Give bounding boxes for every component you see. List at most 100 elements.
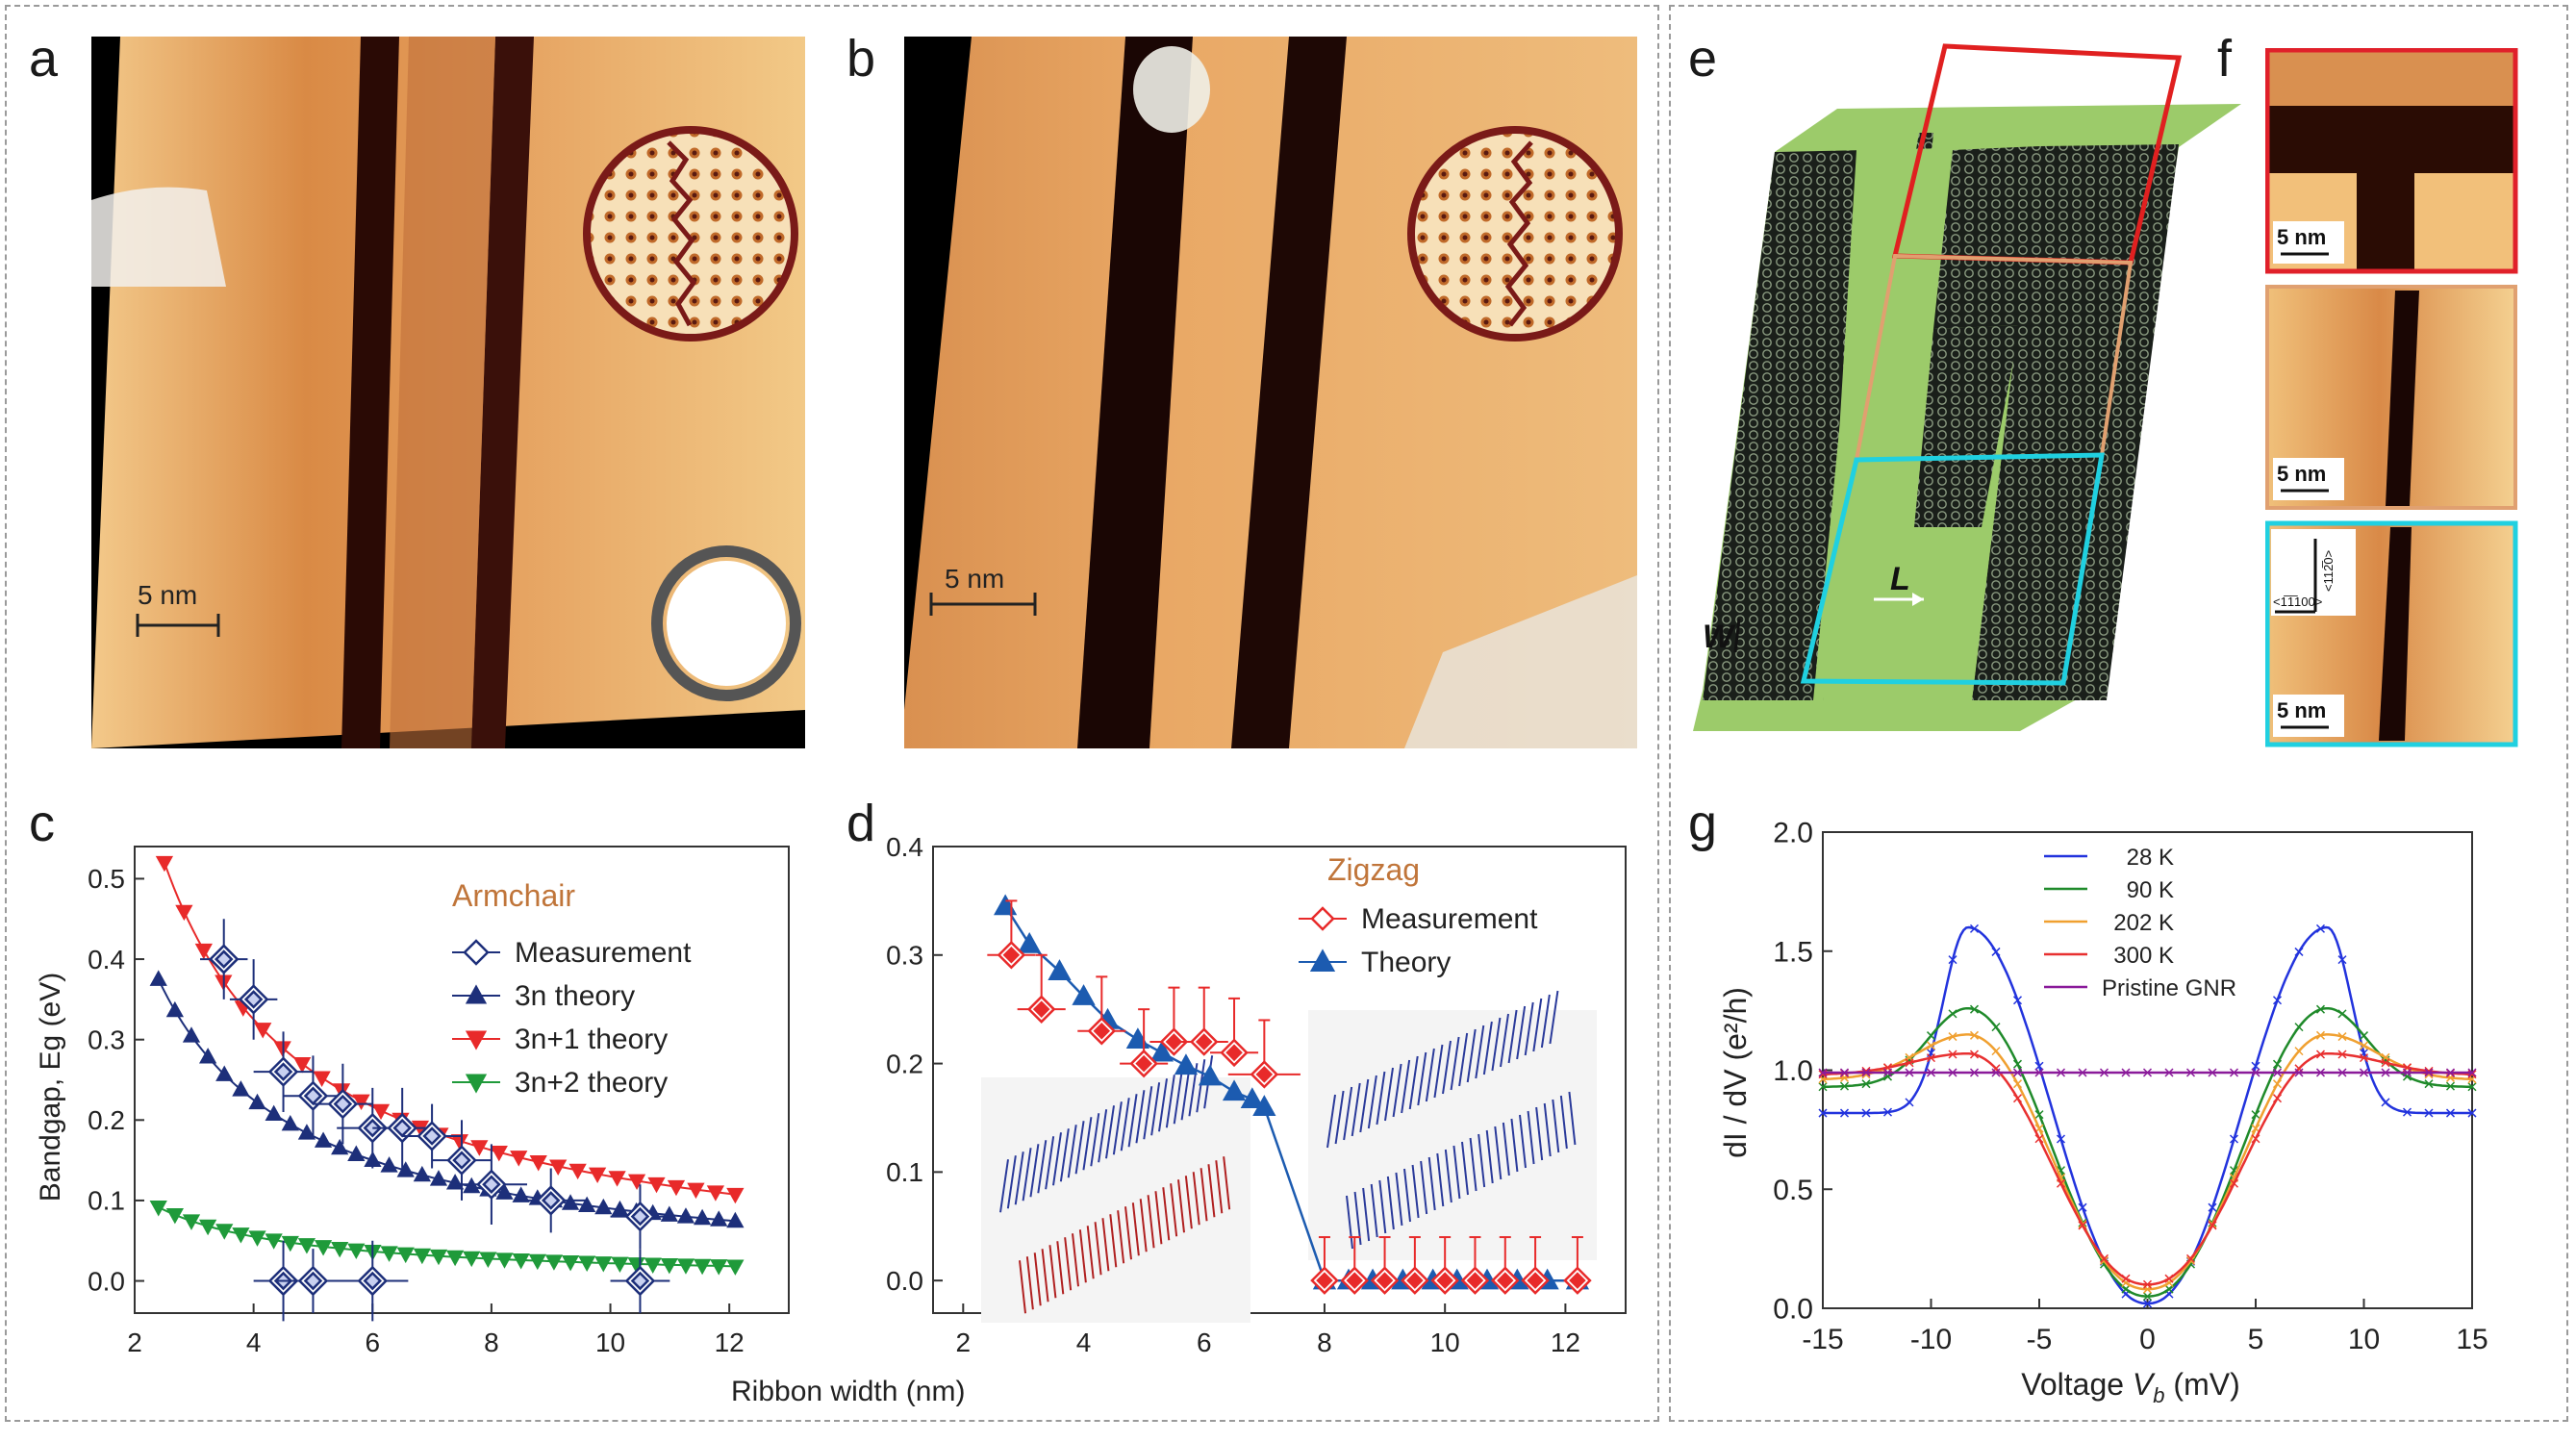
series-marker — [2315, 1050, 2326, 1059]
theory-point — [248, 1230, 266, 1247]
shared-xlabel: Ribbon width (nm) — [731, 1376, 966, 1407]
series-marker — [2337, 955, 2347, 965]
spin-arrow — [1351, 1082, 1361, 1137]
x-tick-label: 10 — [2348, 1324, 2380, 1355]
series-marker — [2012, 1068, 2023, 1077]
measurement-point-core — [1497, 1272, 1514, 1289]
series-marker — [1991, 1023, 2001, 1032]
x-tick-label: -10 — [1910, 1324, 1952, 1355]
series-marker — [2315, 1004, 2326, 1014]
legend-label: 3n+1 theory — [515, 1024, 668, 1055]
spin-arrow — [1165, 1075, 1175, 1128]
spin-arrow — [1552, 1099, 1560, 1153]
spin-arrow — [1500, 1013, 1509, 1068]
spin-arrow — [1510, 1118, 1519, 1173]
plot-frame — [932, 846, 1627, 1314]
w-label: W — [1703, 619, 1736, 655]
spin-arrow — [1403, 1168, 1411, 1223]
series-marker — [1926, 1053, 1936, 1063]
spin-arrow — [1420, 1160, 1428, 1215]
theory-point — [608, 1171, 626, 1187]
series-marker — [2467, 1082, 2477, 1092]
spin-arrow — [1022, 1148, 1032, 1202]
theory-point — [347, 1243, 366, 1259]
spin-arrow — [1485, 1129, 1494, 1184]
theory-point — [561, 1254, 580, 1272]
theory-point — [710, 1210, 728, 1227]
theory-point — [463, 1251, 481, 1268]
series-marker — [2315, 923, 2326, 933]
series-line — [1822, 1051, 2473, 1286]
spin-arrow — [1502, 1122, 1510, 1176]
theory-point — [396, 1161, 415, 1177]
series-marker — [1861, 1079, 1871, 1089]
theory-point — [413, 1165, 431, 1182]
series-marker — [1882, 1072, 1893, 1081]
spin-arrow — [1135, 1090, 1146, 1144]
spin-arrow — [1367, 1075, 1377, 1129]
measurement-point-core — [1002, 947, 1021, 964]
spin-arrow — [1200, 1168, 1208, 1222]
measurement-point-core — [482, 1175, 501, 1194]
y-tick-label: 1.5 — [1773, 936, 1813, 968]
series-marker — [2315, 1030, 2326, 1040]
theory-point — [182, 1026, 201, 1043]
spin-arrow — [1461, 1141, 1469, 1196]
theory-point — [155, 855, 174, 873]
spin-arrow — [1094, 1222, 1102, 1276]
series-marker — [2229, 1068, 2239, 1077]
measurement-point-core — [1316, 1272, 1333, 1289]
series-marker — [2034, 1068, 2044, 1077]
theory-point — [578, 1196, 596, 1213]
theory-point — [1048, 959, 1072, 980]
measurement-point-core — [1165, 1033, 1183, 1050]
series-marker — [2185, 1068, 2196, 1077]
theory-point — [544, 1254, 564, 1271]
series-marker — [1991, 1064, 2001, 1074]
legend-marker — [1310, 906, 1335, 931]
scale-label-f1: 5 nm — [2277, 225, 2326, 249]
spin-arrow — [1425, 1048, 1435, 1102]
measurement-point-core — [303, 1271, 323, 1291]
theory-point — [660, 1257, 678, 1275]
theory-point — [297, 1238, 316, 1254]
theory-point — [994, 894, 1018, 916]
measurement-point-core — [1195, 1033, 1213, 1050]
spin-arrow — [1527, 1110, 1535, 1165]
theory-point — [667, 1179, 686, 1197]
series-marker — [2034, 1061, 2044, 1071]
theory-point — [1125, 1027, 1149, 1050]
series-marker — [2142, 1292, 2153, 1302]
series-marker — [2402, 1072, 2412, 1081]
spin-arrow — [1559, 1095, 1568, 1150]
series-marker — [2185, 1253, 2196, 1263]
measurement-point-core — [1569, 1272, 1586, 1289]
series-marker — [2467, 1068, 2477, 1077]
series-marker — [2012, 996, 2023, 1005]
x-tick-label: 2 — [956, 1328, 972, 1357]
theory-point — [313, 1071, 331, 1087]
legend-label: Pristine GNR — [2102, 975, 2236, 1001]
spin-arrow — [1064, 1237, 1073, 1291]
spin-arrow — [1524, 1001, 1534, 1056]
x-tick-label: 12 — [715, 1328, 745, 1357]
measurement-point-core — [630, 1271, 650, 1291]
spin-arrow — [1458, 1032, 1469, 1087]
x-tick-label: 4 — [246, 1328, 262, 1357]
spin-arrow — [1477, 1133, 1486, 1188]
spin-arrow — [1494, 1126, 1503, 1180]
legend-label: 202 K — [2113, 910, 2174, 936]
series-marker — [1948, 1009, 1957, 1019]
theory-point — [265, 1104, 283, 1121]
y-tick-label: 0.4 — [886, 832, 923, 862]
theory-point — [445, 1174, 465, 1190]
theory-point — [726, 1187, 745, 1204]
series-marker — [2251, 1134, 2260, 1144]
theory-point — [1018, 931, 1042, 953]
spin-arrow — [1417, 1051, 1427, 1106]
theory-point — [693, 1258, 712, 1276]
series-marker — [2078, 1221, 2087, 1230]
chart-d: 2 4 6 8 10 12 0.0 0.1 0.2 0.3 0.4 Zigzag Measurement… — [886, 832, 1627, 1357]
series-marker — [1969, 1004, 1980, 1014]
spin-arrow — [1124, 1206, 1132, 1260]
